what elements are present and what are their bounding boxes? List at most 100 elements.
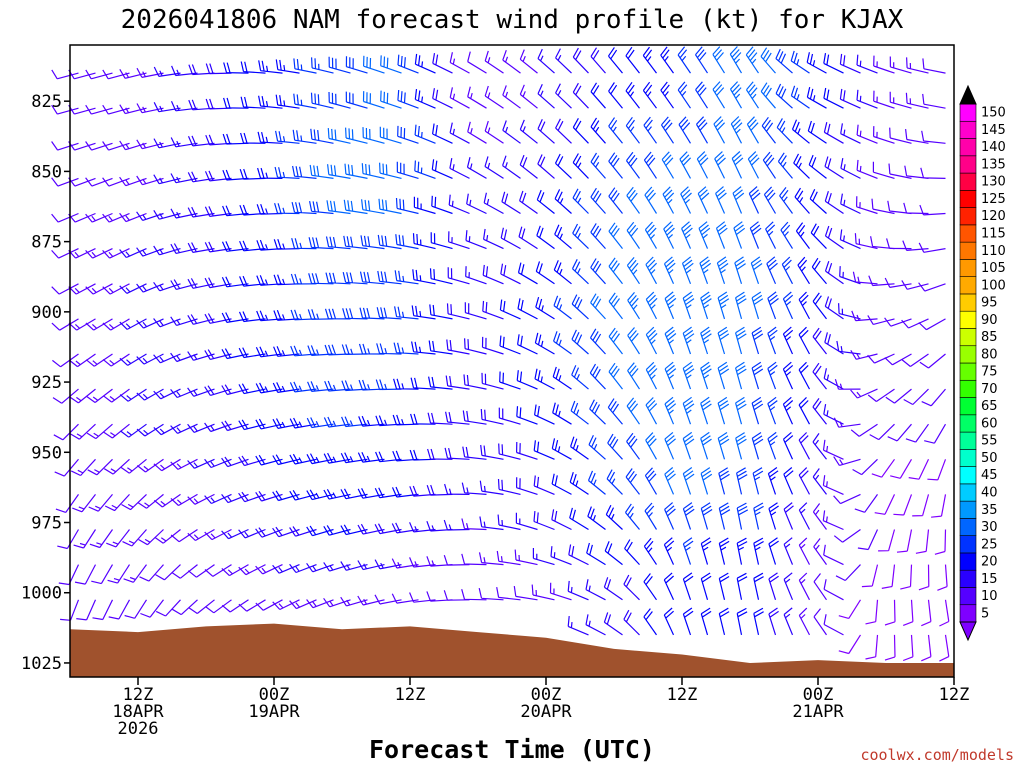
wind-barb-stroke (662, 186, 675, 214)
wind-barb-stroke (327, 128, 351, 144)
wind-barb-stroke (823, 87, 844, 109)
wind-barb-stroke (549, 582, 572, 601)
wind-barb (429, 304, 453, 320)
wind-barb (478, 587, 504, 601)
wind-barb (833, 456, 861, 466)
colorbar-label: 60 (981, 416, 998, 431)
wind-barb-stroke (823, 368, 844, 390)
wind-barb (533, 475, 555, 495)
wind-barb (70, 423, 96, 440)
wind-barb (751, 361, 764, 390)
wind-barb (448, 231, 470, 250)
wind-barb-stroke (793, 153, 810, 179)
colorbar-swatch (959, 569, 977, 588)
wind-barb (884, 317, 912, 327)
wind-barb (700, 572, 712, 600)
wind-barb-stroke (714, 151, 726, 179)
wind-barb (496, 550, 521, 566)
wind-barb (255, 346, 283, 358)
wind-barb (187, 242, 215, 253)
wind-barb (767, 291, 779, 320)
wind-barb (840, 157, 861, 179)
wind-barb-stroke (119, 104, 147, 115)
wind-barb-stroke (812, 292, 827, 320)
wind-barb (222, 205, 249, 217)
wind-barb-stroke (555, 118, 572, 144)
wind-barb-stroke (432, 123, 453, 144)
wind-barb (766, 256, 778, 285)
wind-barb (798, 396, 811, 425)
wind-barb-stroke (627, 327, 641, 355)
wind-barb (465, 230, 487, 250)
wind-barb (555, 48, 572, 74)
wind-barb-stroke (136, 423, 164, 437)
wind-barb (255, 418, 283, 430)
wind-barb (73, 529, 97, 549)
wind-barb (922, 58, 946, 74)
wind-barb (374, 487, 402, 499)
wind-barb (608, 257, 623, 285)
wind-barb (187, 493, 215, 505)
wind-barb-stroke (107, 564, 131, 584)
wind-barb (762, 151, 776, 179)
colorbar-swatch (959, 345, 977, 364)
wind-barb-stroke (782, 291, 794, 320)
wind-barb-stroke (857, 529, 879, 551)
wind-barb (644, 186, 658, 214)
wind-barb (204, 206, 232, 217)
wind-barb (798, 537, 811, 565)
wind-barb (590, 47, 606, 74)
wind-barb (906, 57, 929, 74)
wind-barb-stroke (664, 396, 677, 425)
wind-barb (549, 582, 572, 601)
wind-barb-stroke (238, 311, 266, 323)
wind-barb-stroke (813, 573, 827, 601)
wind-barb-stroke (519, 154, 538, 179)
wind-barb (153, 493, 181, 508)
wind-barb (626, 432, 640, 460)
wind-barb-stroke (394, 306, 419, 320)
wind-barb (86, 423, 113, 440)
wind-barb-stroke (449, 52, 470, 74)
wind-barb-stroke (391, 558, 419, 569)
wind-barb-stroke (311, 57, 334, 74)
colorbar-label: 25 (981, 537, 998, 552)
wind-barb (745, 81, 760, 109)
wind-barb-stroke (854, 494, 878, 513)
wind-barb (663, 221, 675, 249)
wind-barb (625, 46, 640, 74)
wind-barb-stroke (502, 155, 521, 179)
wind-barb (664, 467, 676, 495)
wind-barb-stroke (412, 233, 436, 250)
colorbar-swatch (959, 587, 977, 606)
colorbar-label: 15 (981, 572, 998, 587)
wind-barb-stroke (449, 87, 470, 109)
wind-barb (51, 283, 79, 295)
wind-barb (345, 91, 368, 109)
wind-barb-stroke (102, 283, 130, 295)
wind-barb-stroke (751, 396, 764, 425)
wind-barb-stroke (782, 396, 794, 425)
wind-barb (571, 329, 589, 355)
wind-barb (136, 67, 164, 78)
wind-barb (204, 313, 232, 324)
wind-barb (585, 614, 606, 636)
wind-barb (85, 104, 113, 115)
colorbar-swatch (959, 449, 977, 467)
wind-barb (467, 86, 487, 109)
wind-barb-stroke (170, 173, 198, 184)
wind-barb-stroke (357, 595, 385, 606)
wind-barb (887, 423, 912, 442)
wind-barb-stroke (461, 518, 487, 531)
wind-barb-stroke (767, 396, 778, 425)
wind-barb-stroke (391, 486, 419, 498)
wind-barb (823, 368, 844, 390)
wind-barb (663, 572, 675, 601)
wind-barb (872, 161, 895, 179)
wind-barb (123, 564, 147, 583)
wind-barb-stroke (735, 432, 747, 460)
wind-barb (939, 599, 950, 627)
wind-barb (85, 318, 113, 331)
wind-barb-stroke (255, 564, 283, 575)
